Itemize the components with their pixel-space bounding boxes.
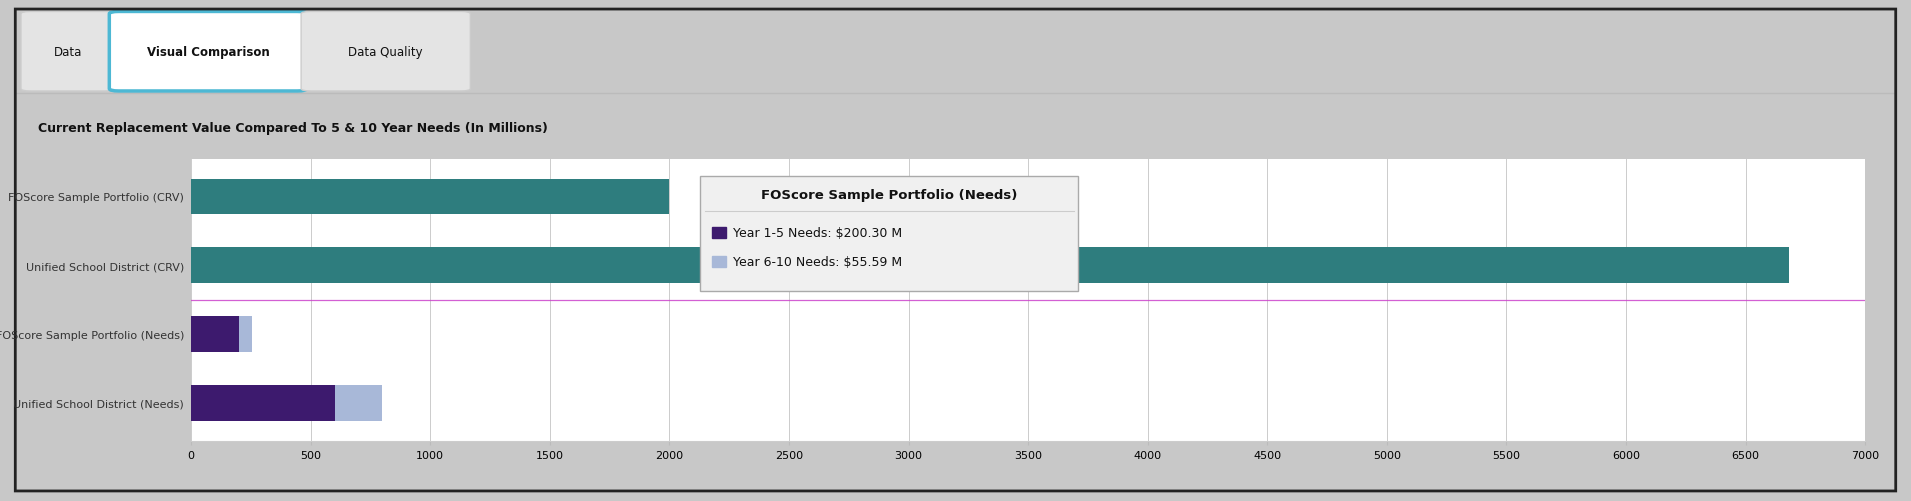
Bar: [239, 317, 252, 352]
FancyBboxPatch shape: [21, 13, 115, 92]
FancyBboxPatch shape: [701, 176, 1078, 292]
Bar: [191, 317, 239, 352]
FancyBboxPatch shape: [302, 13, 470, 92]
Text: Year 1-5 Needs: $200.30 M: Year 1-5 Needs: $200.30 M: [732, 226, 902, 239]
Bar: [713, 227, 726, 238]
Bar: [191, 179, 669, 215]
Text: Current Replacement Value Compared To 5 & 10 Year Needs (In Millions): Current Replacement Value Compared To 5 …: [38, 121, 548, 134]
FancyBboxPatch shape: [109, 13, 308, 92]
Bar: [334, 385, 382, 421]
Text: Data: Data: [54, 46, 82, 59]
Text: Visual Comparison: Visual Comparison: [147, 46, 269, 59]
Bar: [191, 248, 1789, 284]
Bar: [191, 385, 334, 421]
Text: FOScore Sample Portfolio (Needs): FOScore Sample Portfolio (Needs): [761, 188, 1017, 201]
Text: Year 6-10 Needs: $55.59 M: Year 6-10 Needs: $55.59 M: [732, 256, 902, 269]
Bar: [713, 257, 726, 268]
Text: Data Quality: Data Quality: [348, 46, 422, 59]
